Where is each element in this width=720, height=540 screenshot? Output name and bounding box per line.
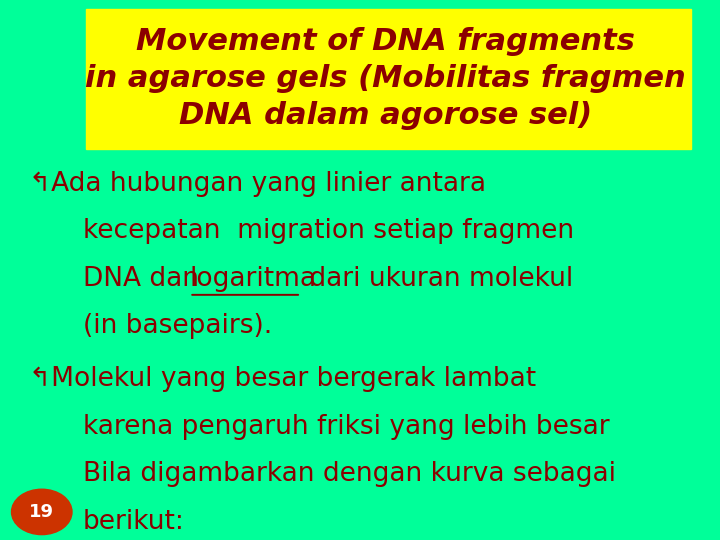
Text: ↰Ada hubungan yang linier antara: ↰Ada hubungan yang linier antara <box>29 171 486 197</box>
Text: ↰Molekul yang besar bergerak lambat: ↰Molekul yang besar bergerak lambat <box>29 366 536 392</box>
Text: (in basepairs).: (in basepairs). <box>83 313 272 339</box>
Text: berikut:: berikut: <box>83 509 184 535</box>
Circle shape <box>12 489 72 535</box>
Text: 19: 19 <box>30 503 54 521</box>
Text: kecepatan  migration setiap fragmen: kecepatan migration setiap fragmen <box>83 218 574 244</box>
Text: Movement of DNA fragments
in agarose gels (Mobilitas fragmen
DNA dalam agorose s: Movement of DNA fragments in agarose gel… <box>85 27 685 130</box>
Text: DNA dan: DNA dan <box>83 266 215 292</box>
Text: Bila digambarkan dengan kurva sebagai: Bila digambarkan dengan kurva sebagai <box>83 461 616 487</box>
Text: karena pengaruh friksi yang lebih besar: karena pengaruh friksi yang lebih besar <box>83 414 609 440</box>
Text: dari ukuran molekul: dari ukuran molekul <box>301 266 573 292</box>
Text: logaritma: logaritma <box>189 266 316 292</box>
FancyBboxPatch shape <box>86 9 691 148</box>
